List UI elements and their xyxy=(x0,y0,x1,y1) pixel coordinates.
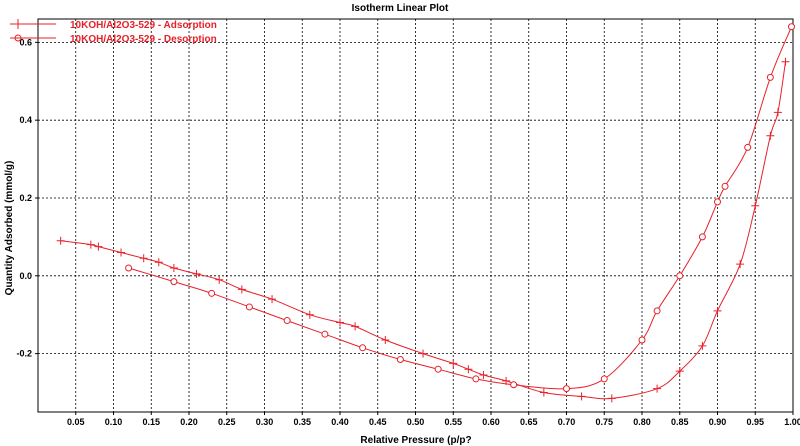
x-tick-label: 0.80 xyxy=(633,417,651,427)
adsorption-point xyxy=(781,57,790,66)
y-tick-label: 0.4 xyxy=(19,115,32,125)
x-tick-label: 0.55 xyxy=(444,417,462,427)
adsorption-point xyxy=(94,242,103,251)
adsorption-point xyxy=(117,248,126,257)
desorption-point xyxy=(676,272,684,280)
x-tick-label: 0.65 xyxy=(520,417,538,427)
desorption-point xyxy=(396,355,404,363)
x-tick-label: 0.25 xyxy=(218,417,236,427)
adsorption-point xyxy=(351,322,360,331)
x-tick-label: 0.75 xyxy=(595,417,613,427)
adsorption-point xyxy=(675,367,684,376)
x-tick-label: 0.60 xyxy=(482,417,500,427)
adsorption-point xyxy=(773,108,782,117)
adsorption-point xyxy=(56,236,65,245)
desorption-point xyxy=(721,182,729,190)
adsorption-point xyxy=(192,269,201,278)
desorption-point xyxy=(125,264,133,272)
x-tick-label: 1.00 xyxy=(784,417,800,427)
x-tick-label: 0.20 xyxy=(180,417,198,427)
adsorption-point xyxy=(237,285,246,294)
x-tick-label: 0.90 xyxy=(709,417,727,427)
desorption-point xyxy=(208,289,216,297)
y-tick-label: 0.2 xyxy=(19,193,32,203)
adsorption-point xyxy=(419,349,428,358)
adsorption-point xyxy=(577,392,586,401)
legend-desorption-marker xyxy=(14,34,22,42)
adsorption-point xyxy=(479,371,488,380)
x-axis-title: Relative Pressure (p/p? xyxy=(360,435,471,446)
x-tick-label: 0.45 xyxy=(369,417,387,427)
x-tick-label: 0.10 xyxy=(105,417,123,427)
x-tick-label: 0.85 xyxy=(671,417,689,427)
desorption-point xyxy=(283,317,291,325)
adsorption-point xyxy=(215,275,224,284)
adsorption-point xyxy=(139,254,148,263)
desorption-point xyxy=(472,375,480,383)
desorption-point xyxy=(600,375,608,383)
adsorption-point xyxy=(449,359,458,368)
desorption-point xyxy=(638,336,646,344)
adsorption-point xyxy=(381,336,390,345)
grid xyxy=(38,19,793,412)
series-line-desorption xyxy=(128,26,792,390)
x-tick-label: 0.30 xyxy=(256,417,274,427)
desorption-point xyxy=(321,330,329,338)
adsorption-point xyxy=(169,264,178,273)
x-tick-label: 0.35 xyxy=(293,417,311,427)
y-tick-label: 0.6 xyxy=(19,37,32,47)
desorption-point xyxy=(653,307,661,315)
adsorption-point xyxy=(336,318,344,327)
legend-desorption-label: 10KOH/Al2O3-529 - Desorption xyxy=(70,34,217,45)
desorption-point xyxy=(563,385,570,393)
desorption-point xyxy=(714,198,721,206)
adsorption-point xyxy=(464,365,473,374)
desorption-point xyxy=(787,23,795,31)
y-tick-label: -0.2 xyxy=(16,349,32,359)
chart-title: Isotherm Linear Plot xyxy=(352,3,449,14)
legend: 10KOH/Al2O3-529 - Adsorption 10KOH/Al2O3… xyxy=(10,19,217,45)
x-tick-label: 0.15 xyxy=(142,417,160,427)
desorption-point xyxy=(510,381,518,389)
desorption-point xyxy=(766,73,774,81)
x-tick-label: 0.50 xyxy=(407,417,425,427)
y-axis-title: Quantity Adsorbed (mmol/g) xyxy=(4,161,15,296)
adsorption-point xyxy=(305,310,314,319)
adsorption-point xyxy=(86,240,95,249)
adsorption-point xyxy=(751,201,760,210)
desorption-point xyxy=(698,233,706,241)
legend-adsorption-label: 10KOH/Al2O3-529 - Adsorption xyxy=(70,20,217,31)
adsorption-point xyxy=(713,306,722,315)
adsorption-point xyxy=(154,258,163,267)
x-tick-label: 0.40 xyxy=(331,417,349,427)
x-tick-label: 0.70 xyxy=(558,417,576,427)
desorption-point xyxy=(744,143,752,151)
adsorption-point xyxy=(653,384,662,393)
adsorption-point xyxy=(268,295,277,304)
adsorption-point xyxy=(736,260,745,269)
adsorption-point xyxy=(607,394,616,403)
y-tick-label: 0.0 xyxy=(19,271,32,281)
x-tick-label: 0.95 xyxy=(746,417,764,427)
adsorption-point xyxy=(766,131,775,140)
desorption-point xyxy=(245,303,253,311)
desorption-point xyxy=(170,278,178,286)
x-tick-label: 0.05 xyxy=(67,417,85,427)
adsorption-point xyxy=(539,388,548,397)
tick-labels: 0.05 0.10 0.15 0.20 0.25 0.30 0.35 0.40 0.45 0.50… xyxy=(16,37,800,427)
adsorption-point xyxy=(698,341,707,350)
desorption-point xyxy=(434,365,442,373)
desorption-point xyxy=(359,344,367,352)
series-layer xyxy=(56,23,795,403)
